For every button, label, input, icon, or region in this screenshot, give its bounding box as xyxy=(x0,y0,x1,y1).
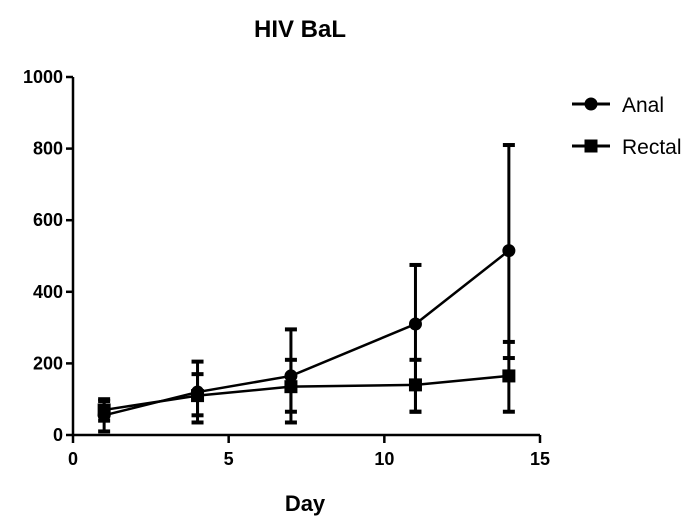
x-tick-label: 5 xyxy=(224,449,234,469)
legend-label: Anal xyxy=(622,94,664,117)
data-point xyxy=(502,369,515,382)
data-point xyxy=(98,403,111,416)
y-tick-label: 400 xyxy=(33,282,63,302)
y-tick-label: 0 xyxy=(53,425,63,445)
series-line xyxy=(104,376,509,410)
y-tick-label: 600 xyxy=(33,210,63,230)
y-tick-label: 200 xyxy=(33,353,63,373)
x-axis-label: Day xyxy=(285,491,326,516)
series-anal xyxy=(98,145,516,431)
data-point xyxy=(284,380,297,393)
x-tick-label: 10 xyxy=(374,449,394,469)
series-line xyxy=(104,251,509,416)
legend-item: Anal xyxy=(572,94,664,117)
legend-label: Rectal xyxy=(622,136,682,159)
data-point xyxy=(409,318,422,331)
legend-marker xyxy=(585,98,598,111)
legend-item: Rectal xyxy=(572,136,682,159)
legend-marker xyxy=(585,140,598,153)
y-tick-label: 1000 xyxy=(23,67,63,87)
y-tick-label: 800 xyxy=(33,139,63,159)
legend: Anal Rectal xyxy=(572,94,682,159)
x-tick-label: 15 xyxy=(530,449,550,469)
x-axis-ticks: 0 5 10 15 xyxy=(68,435,550,469)
y-axis-ticks: 0 200 400 600 800 1000 xyxy=(23,67,73,445)
x-tick-label: 0 xyxy=(68,449,78,469)
chart-title: HIV BaL xyxy=(254,16,346,43)
plot-area xyxy=(98,145,516,431)
data-point xyxy=(191,389,204,402)
data-point xyxy=(409,378,422,391)
series-rectal xyxy=(98,342,516,421)
data-point xyxy=(502,244,515,257)
